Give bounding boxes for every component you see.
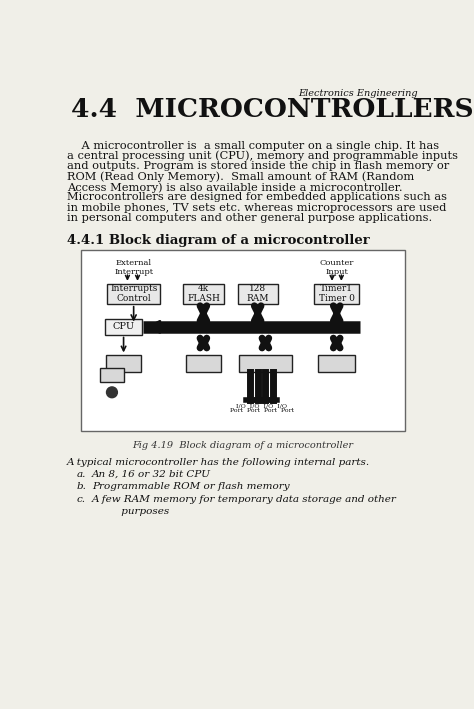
Text: A few RAM memory for temporary data storage and other
         purposes: A few RAM memory for temporary data stor… — [92, 495, 397, 515]
Text: A typical microcontroller has the following internal parts.: A typical microcontroller has the follow… — [67, 458, 370, 467]
Text: I/O  I/O  I/O  I/O: I/O I/O I/O I/O — [236, 403, 287, 408]
Bar — [318, 355, 356, 372]
Text: A microcontroller is  a small computer on a single chip. It has: A microcontroller is a small computer on… — [67, 140, 439, 150]
Text: 128
RAM: 128 RAM — [246, 284, 269, 303]
Bar — [100, 368, 124, 381]
Text: a central processing unit (CPU), memory and programmable inputs: a central processing unit (CPU), memory … — [67, 151, 458, 162]
Text: Access Memory) is also available inside a microcontroller.: Access Memory) is also available inside … — [67, 182, 402, 193]
Bar — [314, 284, 359, 303]
Text: in mobile phones, TV sets etc. whereas microprocessors are used: in mobile phones, TV sets etc. whereas m… — [67, 203, 447, 213]
Text: a.: a. — [76, 470, 86, 479]
Bar — [183, 284, 224, 303]
Text: 4k
FLASH: 4k FLASH — [187, 284, 220, 303]
Bar — [105, 319, 142, 335]
Text: ROM (Read Only Memory).  Small amount of RAM (Random: ROM (Read Only Memory). Small amount of … — [67, 172, 414, 182]
Text: 4.4.1 Block diagram of a microcontroller: 4.4.1 Block diagram of a microcontroller — [67, 235, 370, 247]
Text: Fig 4.19  Block diagram of a microcontroller: Fig 4.19 Block diagram of a microcontrol… — [132, 441, 354, 450]
Bar — [81, 250, 405, 431]
Bar — [186, 355, 221, 372]
Circle shape — [107, 387, 118, 398]
Text: Counter
Input: Counter Input — [319, 259, 354, 277]
Text: Electronics Engineering: Electronics Engineering — [298, 89, 417, 98]
Text: Microcontrollers are designed for embedded applications such as: Microcontrollers are designed for embedd… — [67, 193, 447, 203]
Bar — [107, 284, 160, 303]
Text: 4.4  MICROCONTROLLERS: 4.4 MICROCONTROLLERS — [71, 96, 474, 122]
Text: CPU: CPU — [112, 323, 135, 331]
Text: Timer1
Timer 0: Timer1 Timer 0 — [319, 284, 355, 303]
Text: in personal computers and other general purpose applications.: in personal computers and other general … — [67, 213, 432, 223]
Text: Programmable ROM or flash memory: Programmable ROM or flash memory — [92, 482, 290, 491]
Bar — [239, 355, 292, 372]
Text: Port  Port  Port  Port: Port Port Port Port — [229, 408, 293, 413]
Text: An 8, 16 or 32 bit CPU: An 8, 16 or 32 bit CPU — [92, 470, 211, 479]
Text: b.: b. — [76, 482, 86, 491]
Text: Interrupts
Control: Interrupts Control — [110, 284, 157, 303]
Text: c.: c. — [76, 495, 85, 503]
Text: External
Interrupt: External Interrupt — [114, 259, 153, 277]
Bar — [106, 355, 141, 372]
Bar — [237, 284, 278, 303]
Text: and outputs. Program is stored inside the chip in flash memory or: and outputs. Program is stored inside th… — [67, 162, 449, 172]
